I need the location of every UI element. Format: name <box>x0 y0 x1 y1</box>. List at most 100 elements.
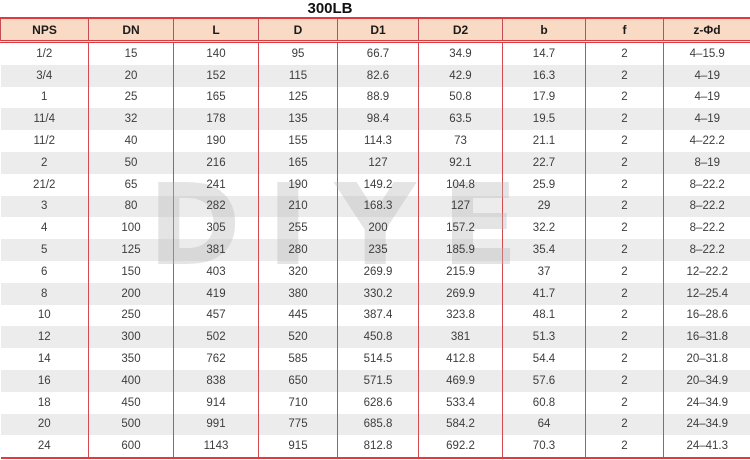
table-cell: 178 <box>173 108 259 131</box>
table-cell: 11/4 <box>33 113 56 126</box>
table-cell: 2 <box>41 156 48 169</box>
table-cell: 3 <box>41 200 48 213</box>
table-cell: 114.3 <box>337 130 419 152</box>
table-cell: 16.3 <box>502 64 586 87</box>
table-cell: 692.2 <box>418 435 503 459</box>
table-cell: 762 <box>173 348 259 370</box>
table-cell: 381 <box>173 239 259 261</box>
table-cell: 520 <box>258 326 338 349</box>
table-cell: 8–22.2 <box>663 217 750 240</box>
table-row: 18 450 914 710 628.6 533.4 60.8 2 24–34.9 <box>1 391 750 414</box>
table-cell: 17.9 <box>502 86 586 109</box>
table-row: 14 350 762 585 514.5 412.8 54.4 2 20–31.8 <box>1 348 750 370</box>
table-cell: 65 <box>88 173 174 196</box>
table-cell: 1/2 <box>36 47 53 60</box>
table-cell: 403 <box>173 260 259 283</box>
table-row: 10 250 457 445 387.4 323.8 48.1 2 16–28.6 <box>1 304 750 327</box>
table-cell: 215.9 <box>418 260 503 283</box>
flange-spec-table: NPS DN L D D1 D2 b f z-Φd 1/2 15 140 95 66.7 34.9 14.7… <box>0 17 750 460</box>
table-cell: 412.8 <box>418 348 503 370</box>
column-header-d1: D1 <box>337 17 419 43</box>
table-cell: 20 <box>88 64 174 87</box>
column-header-d: D <box>258 17 338 43</box>
table-cell: 14.7 <box>502 41 586 65</box>
table-row: 20 500 991 775 685.8 584.2 64 2 24–34.9 <box>0 413 750 436</box>
table-cell: 710 <box>258 391 338 414</box>
table-cell: 40 <box>88 130 174 152</box>
table-cell: 20–31.8 <box>663 348 750 370</box>
table-cell: 4–19 <box>663 86 750 109</box>
table-cell: 300 <box>88 326 174 349</box>
table-header-row: NPS DN L D D1 D2 b f z-Φd <box>0 17 750 43</box>
table-cell: 152 <box>173 64 259 87</box>
table-cell: 8–22.2 <box>663 173 750 196</box>
table-cell: 168.3 <box>337 195 419 218</box>
table-cell: 149.2 <box>337 173 419 196</box>
table-row: 5 125 381 280 235 185.9 35.4 2 8–22.2 <box>0 239 750 261</box>
table-cell: 269.9 <box>337 260 419 283</box>
table-cell: 500 <box>88 413 174 436</box>
table-cell: 400 <box>88 369 174 392</box>
table-cell: 140 <box>173 41 259 65</box>
table-cell: 323.8 <box>418 304 503 327</box>
table-cell: 21/2 <box>33 178 56 191</box>
table-cell: 330.2 <box>337 282 419 305</box>
table-cell: 37 <box>502 260 586 283</box>
table-cell: 445 <box>258 304 338 327</box>
table-cell: 24–34.9 <box>663 413 750 436</box>
table-cell: 18 <box>37 396 51 409</box>
table-cell: 24 <box>37 440 51 453</box>
table-cell: 115 <box>258 64 338 87</box>
table-cell: 280 <box>258 239 338 261</box>
table-cell: 25 <box>88 86 174 109</box>
column-header-z-d: z-Φd <box>663 17 750 43</box>
table-row: 3/4 20 152 115 82.6 42.9 16.3 2 4–19 <box>0 64 750 87</box>
table-cell: 514.5 <box>337 348 419 370</box>
table-cell: 42.9 <box>418 64 503 87</box>
table-cell: 34.9 <box>418 41 503 65</box>
table-cell: 29 <box>502 195 586 218</box>
table-cell: 2 <box>585 282 664 305</box>
table-cell: 12 <box>37 331 51 344</box>
table-row: 11/4 32 178 135 98.4 63.5 19.5 2 4–19 <box>0 108 750 131</box>
table-cell: 54.4 <box>502 348 586 370</box>
table-cell: 60.8 <box>502 391 586 414</box>
table-cell: 190 <box>173 130 259 152</box>
table-cell: 1143 <box>173 435 259 459</box>
table-row: 1 25 165 125 88.9 50.8 17.9 2 4–19 <box>1 86 750 109</box>
table-cell: 73 <box>418 130 503 152</box>
table-row: 1/2 15 140 95 66.7 34.9 14.7 2 4–15.9 <box>1 41 750 65</box>
table-row: 6 150 403 320 269.9 215.9 37 2 12–22.2 <box>1 260 750 283</box>
table-cell: 155 <box>258 130 338 152</box>
table-cell: 2 <box>585 260 664 283</box>
table-cell: 5 <box>41 244 48 257</box>
table-cell: 216 <box>173 151 259 174</box>
table-cell: 20–34.9 <box>663 369 750 392</box>
table-cell: 16–28.6 <box>663 304 750 327</box>
table-cell: 2 <box>585 64 664 87</box>
table-cell: 6 <box>41 265 48 278</box>
table-cell: 502 <box>173 326 259 349</box>
column-header-b: b <box>502 17 586 43</box>
table-cell: 450 <box>88 391 174 414</box>
table-cell: 533.4 <box>418 391 503 414</box>
table-cell: 125 <box>258 86 338 109</box>
table-cell: 10 <box>37 309 51 322</box>
table-cell: 70.3 <box>502 435 586 459</box>
table-cell: 2 <box>585 304 664 327</box>
table-cell: 2 <box>585 195 664 218</box>
table-cell: 66.7 <box>337 41 419 65</box>
table-cell: 2 <box>585 239 664 261</box>
table-cell: 51.3 <box>502 326 586 349</box>
table-cell: 469.9 <box>418 369 503 392</box>
table-cell: 628.6 <box>337 391 419 414</box>
table-cell: 457 <box>173 304 259 327</box>
table-cell: 4–15.9 <box>663 41 750 65</box>
table-cell: 685.8 <box>337 413 419 436</box>
table-cell: 92.1 <box>418 151 503 174</box>
table-header: NPS DN L D D1 D2 b f z-Φd <box>0 17 750 43</box>
table-row: 11/2 40 190 155 114.3 73 21.1 2 4–22.2 <box>1 130 750 152</box>
table-cell: 282 <box>173 195 259 218</box>
table-cell: 25.9 <box>502 173 586 196</box>
table-cell: 2 <box>585 41 664 65</box>
